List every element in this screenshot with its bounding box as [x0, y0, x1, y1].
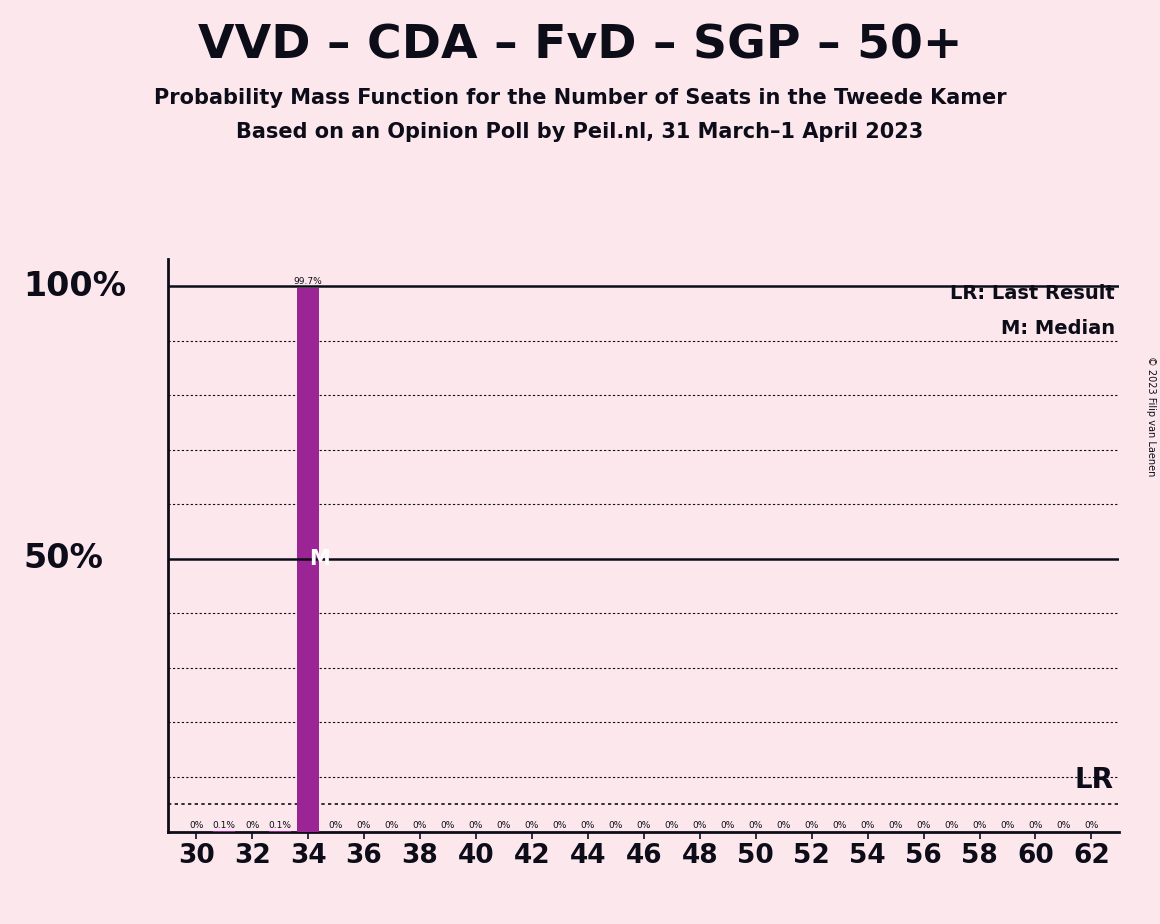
Text: 0%: 0%: [413, 821, 427, 830]
Text: 0%: 0%: [329, 821, 343, 830]
Text: 0%: 0%: [357, 821, 371, 830]
Text: 0%: 0%: [1057, 821, 1071, 830]
Text: 0%: 0%: [469, 821, 483, 830]
Text: 0%: 0%: [385, 821, 399, 830]
Text: 0%: 0%: [748, 821, 763, 830]
Text: 0%: 0%: [1085, 821, 1099, 830]
Text: 0.1%: 0.1%: [212, 821, 235, 830]
Text: VVD – CDA – FvD – SGP – 50+: VVD – CDA – FvD – SGP – 50+: [197, 23, 963, 68]
Text: Based on an Opinion Poll by Peil.nl, 31 March–1 April 2023: Based on an Opinion Poll by Peil.nl, 31 …: [237, 122, 923, 142]
Text: LR: LR: [1075, 767, 1114, 795]
Text: 0%: 0%: [889, 821, 902, 830]
Text: 0%: 0%: [637, 821, 651, 830]
Text: 0%: 0%: [189, 821, 203, 830]
Text: 0%: 0%: [524, 821, 539, 830]
Text: 0%: 0%: [944, 821, 958, 830]
Text: 0%: 0%: [609, 821, 623, 830]
Text: 0%: 0%: [861, 821, 875, 830]
Text: 50%: 50%: [23, 542, 103, 576]
Text: 0%: 0%: [1000, 821, 1015, 830]
Text: 0%: 0%: [1028, 821, 1043, 830]
Text: 100%: 100%: [23, 270, 126, 302]
Text: 0%: 0%: [833, 821, 847, 830]
Text: LR: Last Result: LR: Last Result: [950, 285, 1115, 303]
Text: 0%: 0%: [581, 821, 595, 830]
Text: 0%: 0%: [496, 821, 512, 830]
Text: M: M: [310, 549, 331, 569]
Text: 0%: 0%: [720, 821, 735, 830]
Text: 0%: 0%: [693, 821, 706, 830]
Text: 0%: 0%: [245, 821, 260, 830]
Text: 0%: 0%: [805, 821, 819, 830]
Text: 0%: 0%: [441, 821, 455, 830]
Text: 0%: 0%: [552, 821, 567, 830]
Text: 0%: 0%: [776, 821, 791, 830]
Text: 0%: 0%: [972, 821, 987, 830]
Text: Probability Mass Function for the Number of Seats in the Tweede Kamer: Probability Mass Function for the Number…: [153, 88, 1007, 108]
Text: © 2023 Filip van Laenen: © 2023 Filip van Laenen: [1146, 356, 1155, 476]
Text: 99.7%: 99.7%: [293, 277, 322, 286]
Text: M: Median: M: Median: [1001, 319, 1115, 338]
Text: 0.1%: 0.1%: [269, 821, 291, 830]
Text: 0%: 0%: [665, 821, 679, 830]
Text: 0%: 0%: [916, 821, 930, 830]
Bar: [297, 287, 319, 832]
